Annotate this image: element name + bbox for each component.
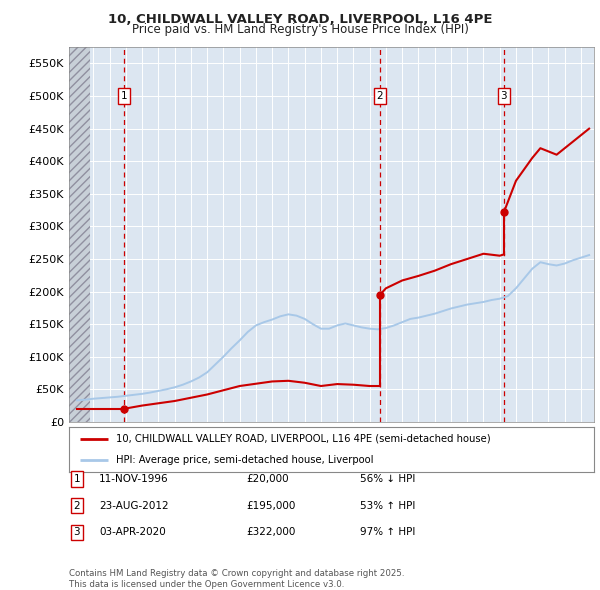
Text: 2: 2 (73, 501, 80, 510)
Text: Price paid vs. HM Land Registry's House Price Index (HPI): Price paid vs. HM Land Registry's House … (131, 23, 469, 36)
Text: 11-NOV-1996: 11-NOV-1996 (99, 474, 169, 484)
Text: £322,000: £322,000 (246, 527, 295, 537)
Text: 2: 2 (377, 91, 383, 101)
Text: 1: 1 (73, 474, 80, 484)
Text: 56% ↓ HPI: 56% ↓ HPI (360, 474, 415, 484)
Text: 10, CHILDWALL VALLEY ROAD, LIVERPOOL, L16 4PE (semi-detached house): 10, CHILDWALL VALLEY ROAD, LIVERPOOL, L1… (116, 434, 491, 444)
Text: £195,000: £195,000 (246, 501, 295, 510)
Text: 1: 1 (121, 91, 127, 101)
Text: £20,000: £20,000 (246, 474, 289, 484)
Text: 3: 3 (500, 91, 507, 101)
Text: 97% ↑ HPI: 97% ↑ HPI (360, 527, 415, 537)
Text: 3: 3 (73, 527, 80, 537)
Text: 10, CHILDWALL VALLEY ROAD, LIVERPOOL, L16 4PE: 10, CHILDWALL VALLEY ROAD, LIVERPOOL, L1… (108, 13, 492, 26)
Text: 53% ↑ HPI: 53% ↑ HPI (360, 501, 415, 510)
Text: 23-AUG-2012: 23-AUG-2012 (99, 501, 169, 510)
Text: Contains HM Land Registry data © Crown copyright and database right 2025.
This d: Contains HM Land Registry data © Crown c… (69, 569, 404, 589)
Text: HPI: Average price, semi-detached house, Liverpool: HPI: Average price, semi-detached house,… (116, 455, 374, 465)
Text: 03-APR-2020: 03-APR-2020 (99, 527, 166, 537)
